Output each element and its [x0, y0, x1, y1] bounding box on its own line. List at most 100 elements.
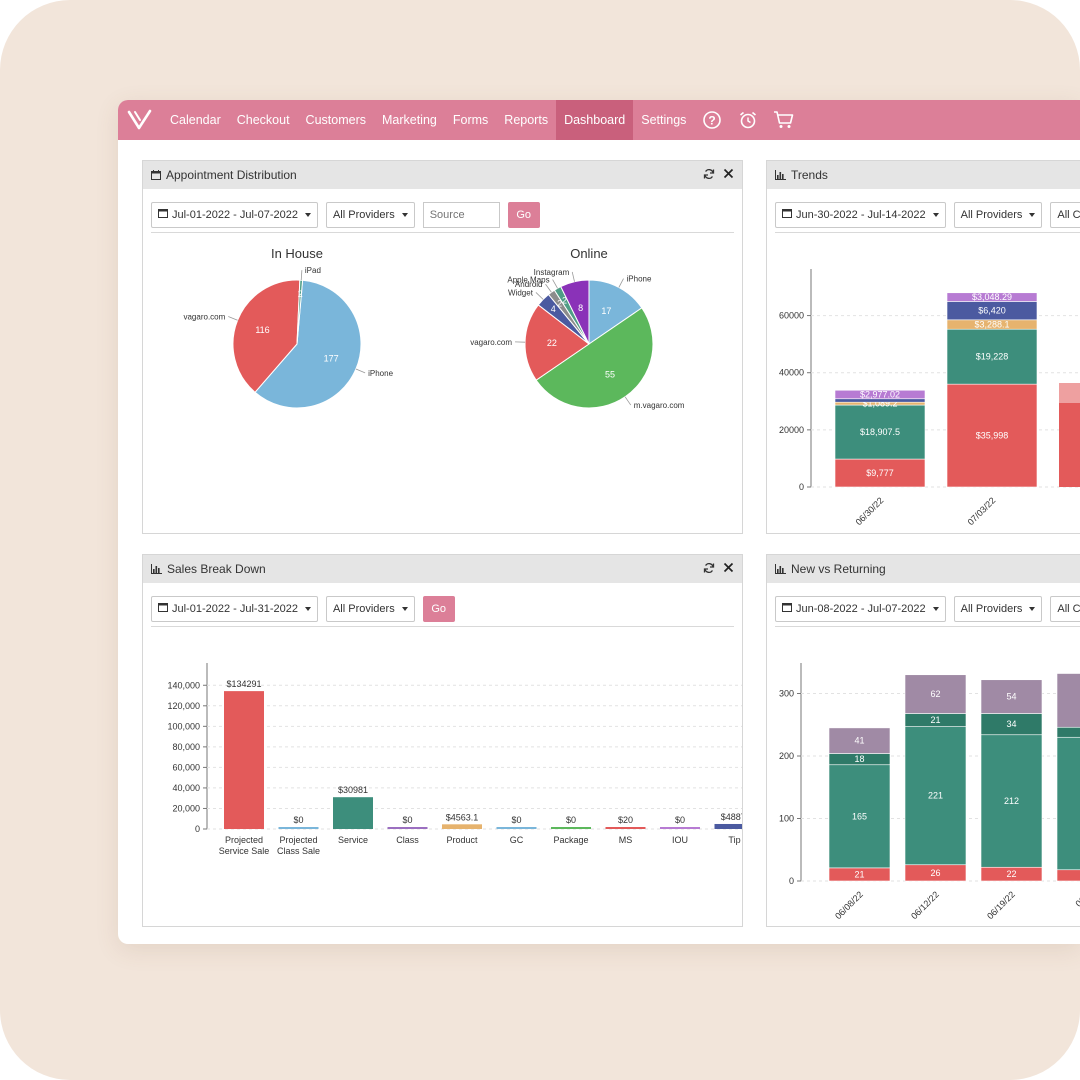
- x-tick-label: 06/30/22: [854, 495, 886, 527]
- nav-reports[interactable]: Reports: [504, 113, 549, 127]
- pie-slice-label: m.vagaro.com: [634, 401, 685, 410]
- bar-segment-label: $1,089.2: [862, 399, 897, 409]
- date-range-dropdown[interactable]: Jul-01-2022 - Jul-31-2022: [151, 595, 318, 622]
- refresh-icon[interactable]: [703, 562, 715, 577]
- bar-segment: [834, 389, 926, 400]
- bar-chart-icon: [151, 564, 162, 574]
- pie-leader-line: [228, 316, 238, 321]
- nav-calendar[interactable]: Calendar: [170, 113, 221, 127]
- providers-label: All Providers: [332, 208, 395, 221]
- bar-segment-label: $18,907.5: [860, 427, 900, 437]
- pie-charts: In House 177 iPhone 116 vagaro.com 2 iPad Onlin…: [183, 246, 685, 410]
- nav-customers[interactable]: Customers: [305, 113, 366, 127]
- bar-value-label: $0: [293, 815, 303, 825]
- sales-bar: [224, 691, 264, 829]
- pie-slice: [588, 279, 643, 345]
- x-tick-label: Projected: [279, 835, 317, 845]
- source-input[interactable]: [422, 201, 500, 228]
- bar-value-label: $4563.1: [446, 812, 479, 822]
- x-tick-label: 06/12/22: [909, 889, 941, 921]
- pie-slice-label: Instagram: [534, 268, 570, 277]
- customers-dropdown[interactable]: All Cu: [1050, 595, 1080, 622]
- bar-segment-label: 22: [1006, 869, 1016, 879]
- bar-segment-label: 212: [1004, 796, 1019, 806]
- x-tick-label: Service: [338, 835, 368, 845]
- chevron-down-icon: [401, 212, 408, 217]
- bar-value-label: $0: [675, 815, 685, 825]
- bar-segment-label: 165: [852, 811, 867, 821]
- pie-leader-line: [545, 283, 552, 293]
- refresh-icon[interactable]: [703, 168, 715, 183]
- bar-chart-icon: [775, 170, 786, 180]
- pie-value-label: 17: [601, 306, 611, 316]
- close-icon[interactable]: [723, 168, 734, 182]
- y-tick-label: 0: [799, 482, 804, 492]
- chevron-down-icon: [932, 212, 939, 217]
- pie-value-label: 2: [562, 296, 567, 306]
- date-range-dropdown[interactable]: Jun-08-2022 - Jul-07-2022: [775, 595, 946, 622]
- alarm-clock-icon[interactable]: [730, 100, 766, 140]
- nav-settings[interactable]: Settings: [641, 113, 687, 127]
- pie-value-label: 177: [324, 354, 339, 364]
- pie-slice-label: iPhone: [627, 275, 652, 284]
- date-range-dropdown[interactable]: Jun-30-2022 - Jul-14-2022: [775, 201, 946, 228]
- panel-header: Sales Break Down: [143, 555, 742, 583]
- cart-icon[interactable]: [766, 100, 802, 140]
- bar-segment: [946, 328, 1038, 385]
- nav-forms[interactable]: Forms: [452, 113, 489, 127]
- top-nav: Calendar Checkout Customers Marketing Fo…: [118, 100, 1080, 140]
- trends-panel: Trends Jun-30-2022 - Jul-14-2022 All Pro…: [766, 160, 1080, 534]
- bar-segment: [980, 679, 1043, 714]
- bar-segment: [1056, 726, 1080, 738]
- calendar-icon: [782, 602, 792, 615]
- sales-bar: [496, 827, 537, 829]
- bar-segment-label: 221: [928, 791, 943, 801]
- y-tick-label: 300: [779, 689, 794, 699]
- bar-value-label: $30981: [338, 785, 368, 795]
- new-vs-returning-chart: 0 100 200 300 21 165 18 41 06/08/22 26 221 21 62 06/1…: [779, 663, 1080, 921]
- bar-segment-label: 54: [1006, 692, 1016, 702]
- x-tick-label: IOU: [672, 835, 688, 845]
- providers-dropdown[interactable]: All Providers: [325, 201, 415, 228]
- bar-value-label: $0: [566, 815, 576, 825]
- y-tick-label: 60000: [779, 311, 804, 321]
- providers-dropdown[interactable]: All Providers: [953, 201, 1043, 228]
- filter-toolbar: Jul-01-2022 - Jul-31-2022 All Providers …: [151, 583, 734, 627]
- go-button[interactable]: Go: [507, 201, 540, 228]
- bar-segment-label: 41: [854, 736, 864, 746]
- bar-segment-label: $3,288.1: [974, 320, 1009, 330]
- y-tick-label: 60,000: [172, 762, 200, 772]
- calendar-icon: [158, 602, 168, 615]
- bar-value-label: $0: [402, 815, 412, 825]
- close-icon[interactable]: [723, 562, 734, 576]
- x-tick-label: Class: [396, 835, 419, 845]
- bar-segment: [1059, 383, 1080, 403]
- pie-leader-line: [552, 279, 558, 289]
- nav-dashboard[interactable]: Dashboard: [556, 100, 634, 140]
- panel-header: Appointment Distribution: [143, 161, 742, 189]
- chevron-down-icon: [304, 212, 311, 217]
- help-icon[interactable]: ?: [694, 100, 730, 140]
- bar-segment-label: 21: [854, 869, 864, 879]
- pie-slice-label: iPhone: [368, 369, 393, 378]
- providers-dropdown[interactable]: All Providers: [953, 595, 1043, 622]
- vagaro-logo-icon[interactable]: [118, 100, 162, 140]
- chevron-down-icon: [1029, 212, 1036, 217]
- providers-label: All Providers: [332, 602, 395, 615]
- nav-checkout[interactable]: Checkout: [236, 113, 290, 127]
- pie-slice: [254, 279, 362, 409]
- calendar-icon: [782, 208, 792, 221]
- nav-marketing[interactable]: Marketing: [381, 113, 437, 127]
- y-tick-label: 0: [195, 824, 200, 834]
- app-window: Calendar Checkout Customers Marketing Fo…: [118, 100, 1080, 944]
- channels-dropdown[interactable]: All Cha: [1050, 201, 1080, 228]
- providers-dropdown[interactable]: All Providers: [325, 595, 415, 622]
- go-button[interactable]: Go: [422, 595, 455, 622]
- pie-value-label: 8: [578, 303, 583, 313]
- x-tick-label: GC: [510, 835, 524, 845]
- chevron-down-icon: [932, 606, 939, 611]
- bar-segment-label: 26: [930, 868, 940, 878]
- date-range-label: Jul-01-2022 - Jul-31-2022: [172, 602, 298, 615]
- pie-value-label: 4: [551, 304, 556, 314]
- date-range-dropdown[interactable]: Jul-01-2022 - Jul-07-2022: [151, 201, 318, 228]
